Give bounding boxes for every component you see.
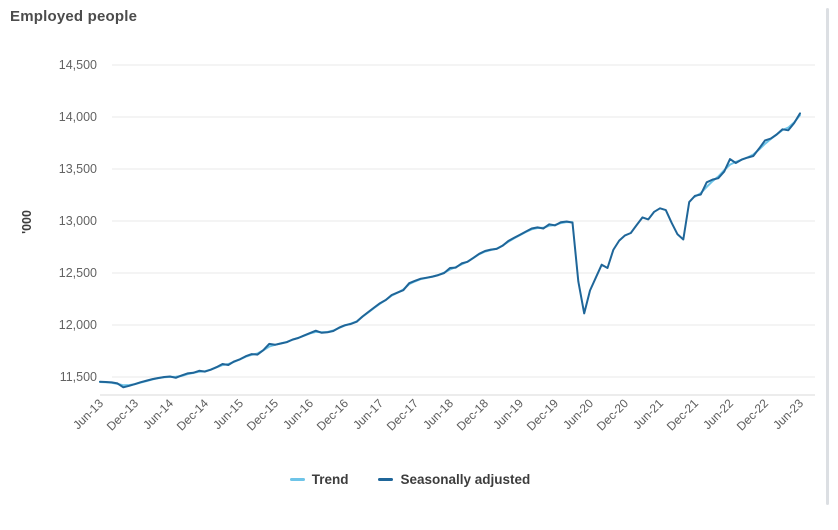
x-tick-label: Dec-16 [314, 396, 351, 433]
x-tick-label: Jun-15 [210, 396, 246, 432]
y-tick-label: 14,000 [59, 110, 97, 124]
chart-svg: 11,500 12,000 12,500 13,000 13,500 14,000 14,5… [20, 58, 815, 433]
x-tick-label: Dec-22 [734, 396, 771, 433]
chart-legend: Trend Seasonally adjusted [0, 472, 820, 487]
x-tick-label: Jun-14 [140, 396, 176, 432]
x-tick-label: Dec-14 [174, 396, 211, 433]
x-tick-label: Dec-20 [594, 396, 631, 433]
y-axis-title: '000 [20, 210, 34, 234]
trend-line [99, 114, 801, 387]
x-tick-label: Dec-13 [104, 396, 141, 433]
y-tick-label: 14,500 [59, 58, 97, 72]
scrollbar-track[interactable] [826, 8, 829, 505]
x-tick-label: Dec-19 [524, 396, 561, 433]
x-tick-label: Jun-13 [70, 396, 106, 432]
y-tick-label: 13,500 [59, 162, 97, 176]
x-tick-label: Dec-21 [664, 396, 701, 433]
x-tick-label: Jun-16 [280, 396, 316, 432]
x-tick-label: Jun-18 [420, 396, 456, 432]
trend-line-swatch-icon [289, 478, 305, 481]
y-tick-label: 11,500 [60, 370, 97, 384]
legend-item-trend[interactable]: Trend [289, 472, 349, 487]
y-tick-label: 12,500 [59, 266, 97, 280]
x-tick-label: Jun-20 [560, 396, 596, 432]
x-tick-label: Jun-21 [630, 396, 666, 432]
legend-label-seasonally-adjusted: Seasonally adjusted [400, 472, 531, 487]
seasonally-adjusted-line [99, 112, 801, 389]
chart-title: Employed people [10, 8, 138, 25]
legend-item-seasonally-adjusted[interactable]: Seasonally adjusted [378, 472, 530, 487]
x-tick-label: Jun-19 [490, 396, 526, 432]
x-tick-label: Dec-18 [454, 396, 491, 433]
seasonally-adjusted-line-swatch-icon [378, 478, 394, 481]
x-tick-label: Jun-23 [770, 396, 806, 432]
x-tick-label: Dec-17 [384, 396, 421, 433]
x-tick-label: Jun-22 [700, 396, 736, 432]
y-tick-label: 12,000 [59, 318, 97, 332]
y-tick-label: 13,000 [59, 214, 97, 228]
x-tick-label: Dec-15 [244, 396, 281, 433]
x-tick-label: Jun-17 [350, 396, 386, 432]
legend-label-trend: Trend [311, 472, 349, 487]
